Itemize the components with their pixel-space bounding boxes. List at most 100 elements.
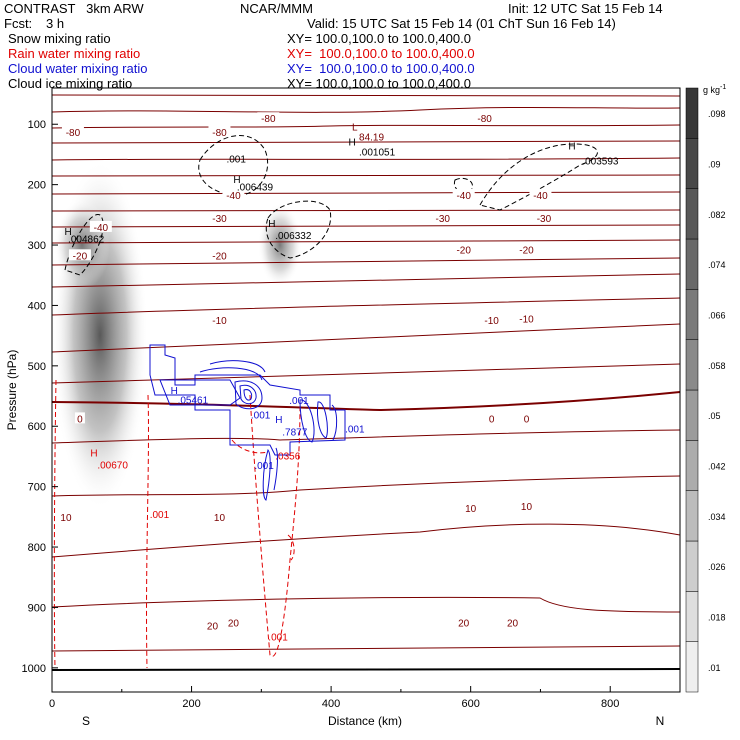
isotherm-label: -20 [212, 251, 227, 262]
rain-contour [53, 379, 57, 669]
isotherm-line [52, 106, 680, 113]
cloudwater-contour [199, 367, 263, 381]
isotherm-label-bg [462, 501, 479, 513]
isotherm-label: -40 [533, 191, 548, 202]
isotherm-label-bg [452, 243, 475, 255]
isotherm-label-bg [257, 112, 280, 124]
colorbar-unit-text: g kg [703, 85, 720, 95]
isotherm-label: 10 [60, 513, 72, 524]
field-annotation: .001 [289, 396, 309, 407]
isotherm-line [52, 429, 680, 444]
rain-contour [231, 439, 269, 454]
colorbar-swatch [685, 389, 699, 441]
colorbar-label: .066 [708, 311, 726, 321]
isotherm-line [52, 174, 680, 177]
isotherm-line [52, 257, 680, 266]
isotherm-line [52, 224, 680, 228]
isotherm-label: 20 [228, 619, 240, 630]
y-tick-label: 600 [28, 421, 46, 433]
colorbar-swatch [685, 87, 699, 139]
isotherm-label: -80 [66, 128, 81, 139]
cloudwater-contour [149, 344, 346, 456]
isotherm-line [52, 475, 680, 497]
isotherm-label: -10 [519, 315, 534, 326]
field-annotation: H [171, 386, 178, 397]
fcst-label: Fcst: [4, 16, 33, 31]
colorbar-swatch [685, 540, 699, 592]
field-annotation: .004862 [68, 235, 105, 246]
isotherm-label: -10 [212, 316, 227, 327]
isotherm-line-freezing [52, 391, 680, 412]
field-annotation: L [352, 122, 358, 133]
cloudwater-contour [243, 389, 253, 401]
isotherm-line [52, 273, 680, 288]
isotherm-label: 10 [465, 504, 477, 515]
y-tick-label: 400 [28, 300, 46, 312]
isotherm-label-bg [504, 616, 521, 628]
colorbar-label: .034 [708, 512, 726, 522]
x-tick-label: 600 [461, 698, 479, 710]
y-tick-label: 300 [28, 240, 46, 252]
isotherm-label-bg [208, 313, 231, 325]
colorbar-label: .026 [708, 562, 726, 572]
isotherm-label: 10 [521, 502, 533, 513]
legend-cloud-ice-xy: XY= 100.0,100.0 to 100.0,400.0 [287, 76, 471, 91]
isotherm-label-bg [452, 188, 475, 200]
colorbar-swatch [685, 188, 699, 240]
field-annotation: .7877 [282, 427, 307, 438]
x-tick-label: 400 [322, 698, 340, 710]
legend-cloud-water-name: Cloud water mixing ratio [8, 61, 148, 76]
legend-rain-xy: XY= 100.0,100.0 to 100.0,400.0 [287, 46, 475, 61]
field-annotation: H [268, 219, 275, 230]
colorbar-swatch [685, 591, 699, 642]
field-annotation: .001 [150, 510, 170, 521]
isotherm-label: -20 [73, 251, 88, 262]
cloudwater-contour [262, 448, 271, 501]
field-annotation: 84.19 [359, 133, 384, 144]
plot-frame [51, 87, 681, 693]
init-time: Init: 12 UTC Sat 15 Feb 14 [508, 1, 663, 16]
isotherm-line [52, 191, 680, 195]
field-annotation: H [275, 415, 282, 426]
cloudwater-contour [299, 399, 315, 443]
y-tick-label: 500 [28, 361, 46, 373]
rain-contour [146, 394, 149, 669]
isotherm-label: 0 [524, 414, 530, 425]
isotherm-label: -20 [456, 245, 471, 256]
y-axis-label: Pressure (hPa) [5, 350, 19, 431]
colorbar-swatch [685, 339, 699, 391]
colorbar-label: .05 [708, 411, 721, 421]
y-tick-label: 700 [28, 482, 46, 494]
cloud-water-contours [149, 344, 346, 501]
valid-time: Valid: 15 UTC Sat 15 Feb 14 (01 ChT Sun … [307, 16, 616, 31]
colorbar-swatch [685, 138, 699, 189]
plot-area: -80 -80 -80 -80 -40 -40 -40 -40 -30 -30 -30 -20 -20 -… [52, 94, 680, 671]
ground-line [52, 668, 680, 671]
cloudwater-contour [331, 404, 338, 441]
cloudwater-contour [209, 360, 266, 373]
isotherm-line [52, 523, 680, 558]
cloudwater-contour [159, 379, 241, 406]
isotherm-label-bg [529, 188, 552, 200]
x-axis-label: Distance (km) [328, 714, 402, 728]
isotherm-label: 20 [507, 619, 519, 630]
colorbar: .01 .018 .026 .034 .042 .05 .058 .066 .074 .082 .0… [685, 87, 726, 693]
isotherm-label: 0 [77, 414, 83, 425]
isotherm-label-bg [57, 510, 74, 522]
field-annotation: .006439 [237, 183, 274, 194]
field-annotation: H [65, 227, 72, 238]
colorbar-label: .082 [708, 210, 726, 220]
field-annotation: H [233, 175, 240, 186]
isotherm-line [52, 94, 680, 97]
isotherm-label: 20 [458, 619, 470, 630]
x-tick-label: 0 [49, 698, 55, 710]
south-label: S [82, 714, 90, 728]
colorbar-label: .09 [708, 160, 721, 170]
field-annotation: .006332 [275, 231, 312, 242]
colorbar-unit-exp: -1 [720, 84, 726, 91]
isotherm-label-bg [208, 211, 231, 223]
isotherm-line [52, 209, 680, 212]
colorbar-label: .058 [708, 361, 726, 371]
rain-contour [249, 394, 301, 657]
isotherm-label-bg [480, 313, 503, 325]
